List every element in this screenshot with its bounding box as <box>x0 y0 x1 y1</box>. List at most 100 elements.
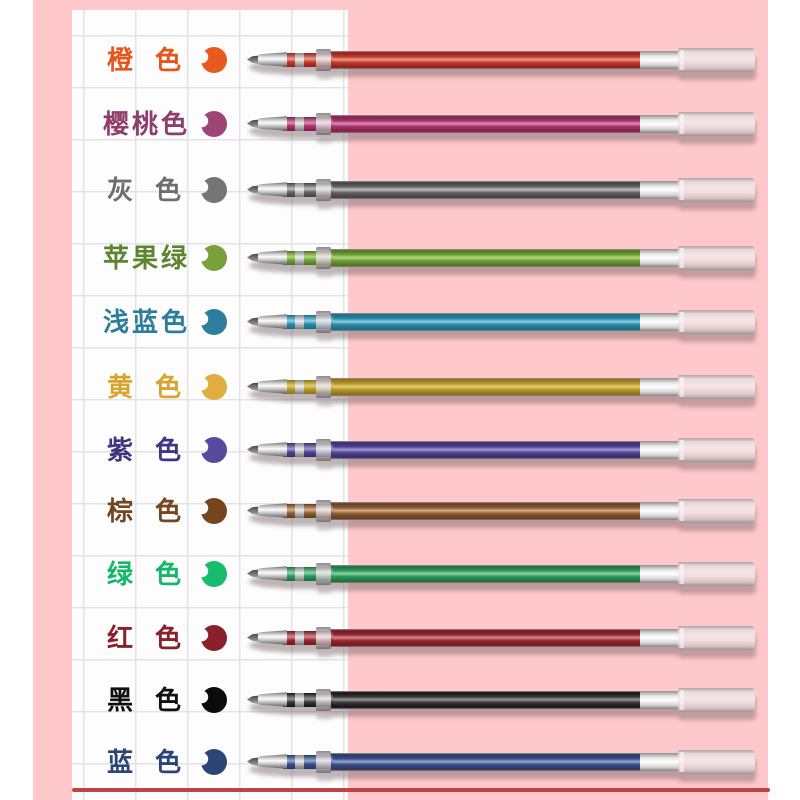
pen-grip-collar <box>316 49 331 71</box>
color-dot-swatch-icon <box>201 687 227 713</box>
pen-empty-section <box>640 502 680 520</box>
color-dot-swatch-icon <box>201 437 227 463</box>
pen-transparent-cap <box>678 178 755 202</box>
pen-empty-section <box>640 181 680 199</box>
pen-refill <box>247 626 755 650</box>
pen-empty-section <box>640 378 680 396</box>
pen-tip-icon <box>247 250 287 265</box>
pen-grip-collar <box>316 247 331 269</box>
pen-refill <box>247 48 755 72</box>
pen-ink-tube <box>329 115 640 133</box>
color-name-label: 红色 <box>107 623 204 653</box>
pen-empty-section <box>640 565 680 583</box>
pen-grip-collar <box>316 439 331 461</box>
pen-transparent-cap <box>678 375 755 399</box>
color-dot-swatch-icon <box>201 309 227 335</box>
bottom-divider-line <box>72 788 770 792</box>
color-dot-swatch-icon <box>201 749 227 775</box>
pen-transparent-cap <box>678 438 755 462</box>
pen-transparent-cap <box>678 750 755 774</box>
pen-refill <box>247 178 755 202</box>
pen-grip-collar <box>316 627 331 649</box>
pen-transparent-cap <box>678 562 755 586</box>
pen-empty-section <box>640 313 680 331</box>
pen-refill <box>247 750 755 774</box>
color-name-label: 蓝色 <box>107 747 204 777</box>
pen-grip-collar <box>316 689 331 711</box>
pen-tip-icon <box>247 116 287 131</box>
color-name-label: 紫色 <box>107 435 204 465</box>
pen-ink-tube <box>329 629 640 647</box>
pen-transparent-cap <box>678 48 755 72</box>
pen-ink-tube <box>329 249 640 267</box>
pen-grip-collar <box>316 500 331 522</box>
color-name-label: 橙色 <box>107 45 204 75</box>
color-name-label: 浅蓝色 <box>103 307 191 337</box>
pen-refill <box>247 246 755 270</box>
color-dot-swatch-icon <box>201 561 227 587</box>
pen-grip-collar <box>316 113 331 135</box>
color-name-label: 棕色 <box>107 496 204 526</box>
color-name-label: 苹果绿 <box>103 243 191 273</box>
pen-refill <box>247 562 755 586</box>
pen-ink-tube <box>329 313 640 331</box>
pen-grip-collar <box>316 311 331 333</box>
pen-ink-tube <box>329 753 640 771</box>
pen-empty-section <box>640 51 680 69</box>
color-name-label: 灰色 <box>107 175 204 205</box>
color-dot-swatch-icon <box>201 374 227 400</box>
color-dot-swatch-icon <box>201 177 227 203</box>
pen-ink-tube <box>329 502 640 520</box>
pen-tip-icon <box>247 692 287 707</box>
pen-tip-icon <box>247 503 287 518</box>
color-dot-swatch-icon <box>201 625 227 651</box>
pen-empty-section <box>640 441 680 459</box>
pen-ink-tube <box>329 378 640 396</box>
grid-paper-sheet <box>72 10 348 800</box>
pen-ink-tube <box>329 565 640 583</box>
pen-tip-icon <box>247 442 287 457</box>
pen-ink-tube <box>329 181 640 199</box>
pen-refill <box>247 438 755 462</box>
pen-tip-icon <box>247 182 287 197</box>
pen-grip-collar <box>316 376 331 398</box>
pen-transparent-cap <box>678 246 755 270</box>
color-dot-swatch-icon <box>201 47 227 73</box>
pen-empty-section <box>640 753 680 771</box>
color-name-label: 绿色 <box>107 559 204 589</box>
pen-grip-collar <box>316 179 331 201</box>
pen-tip-icon <box>247 630 287 645</box>
color-dot-swatch-icon <box>201 111 227 137</box>
pen-empty-section <box>640 249 680 267</box>
pen-refill <box>247 688 755 712</box>
color-dot-swatch-icon <box>201 498 227 524</box>
color-dot-swatch-icon <box>201 245 227 271</box>
pen-refill <box>247 499 755 523</box>
pen-empty-section <box>640 691 680 709</box>
color-name-label: 樱桃色 <box>103 109 191 139</box>
pen-refill <box>247 310 755 334</box>
pen-refill <box>247 112 755 136</box>
pen-ink-tube <box>329 441 640 459</box>
pen-transparent-cap <box>678 626 755 650</box>
pen-transparent-cap <box>678 688 755 712</box>
pen-grip-collar <box>316 563 331 585</box>
pen-empty-section <box>640 115 680 133</box>
pen-transparent-cap <box>678 112 755 136</box>
pen-refill <box>247 375 755 399</box>
pen-empty-section <box>640 629 680 647</box>
pen-grip-collar <box>316 751 331 773</box>
color-name-label: 黑色 <box>107 685 204 715</box>
pen-tip-icon <box>247 52 287 67</box>
pen-transparent-cap <box>678 310 755 334</box>
pen-tip-icon <box>247 379 287 394</box>
pen-tip-icon <box>247 566 287 581</box>
pen-ink-tube <box>329 51 640 69</box>
pen-tip-icon <box>247 754 287 769</box>
color-name-label: 黄色 <box>107 372 204 402</box>
pen-ink-tube <box>329 691 640 709</box>
pen-tip-icon <box>247 314 287 329</box>
pen-transparent-cap <box>678 499 755 523</box>
